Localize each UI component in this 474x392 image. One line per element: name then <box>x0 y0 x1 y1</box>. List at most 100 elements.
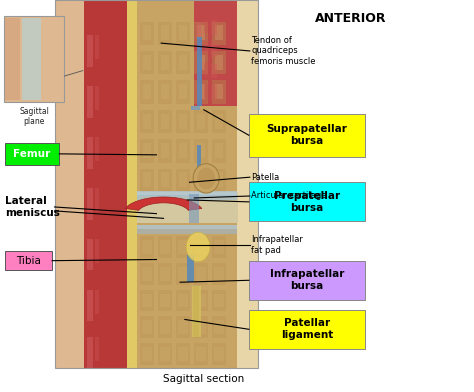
FancyBboxPatch shape <box>212 80 226 104</box>
Ellipse shape <box>193 164 219 193</box>
FancyBboxPatch shape <box>212 236 226 258</box>
FancyBboxPatch shape <box>179 143 187 158</box>
FancyBboxPatch shape <box>158 316 172 338</box>
FancyBboxPatch shape <box>137 225 237 229</box>
FancyBboxPatch shape <box>212 316 226 338</box>
FancyBboxPatch shape <box>5 143 59 165</box>
FancyBboxPatch shape <box>5 251 52 270</box>
FancyBboxPatch shape <box>204 63 208 76</box>
FancyBboxPatch shape <box>140 51 154 74</box>
FancyBboxPatch shape <box>178 320 188 334</box>
FancyBboxPatch shape <box>143 25 151 40</box>
FancyBboxPatch shape <box>140 343 154 365</box>
FancyBboxPatch shape <box>204 20 208 33</box>
FancyBboxPatch shape <box>194 110 208 133</box>
FancyBboxPatch shape <box>158 110 172 133</box>
FancyBboxPatch shape <box>95 188 99 212</box>
FancyBboxPatch shape <box>176 22 190 45</box>
FancyBboxPatch shape <box>95 86 99 110</box>
FancyBboxPatch shape <box>196 267 206 281</box>
FancyBboxPatch shape <box>214 320 224 334</box>
FancyBboxPatch shape <box>176 110 190 133</box>
FancyBboxPatch shape <box>84 0 127 368</box>
Text: Sagittal
plane: Sagittal plane <box>19 107 49 126</box>
FancyBboxPatch shape <box>137 195 237 200</box>
FancyBboxPatch shape <box>214 240 224 254</box>
FancyBboxPatch shape <box>211 42 217 57</box>
FancyBboxPatch shape <box>137 191 237 196</box>
FancyBboxPatch shape <box>192 286 201 337</box>
FancyBboxPatch shape <box>140 22 154 45</box>
FancyBboxPatch shape <box>140 263 154 285</box>
FancyBboxPatch shape <box>140 80 154 104</box>
FancyBboxPatch shape <box>22 18 41 100</box>
FancyBboxPatch shape <box>87 86 93 118</box>
Text: Prepatellar
bursa: Prepatellar bursa <box>274 191 340 213</box>
FancyBboxPatch shape <box>178 240 188 254</box>
FancyBboxPatch shape <box>176 51 190 74</box>
FancyBboxPatch shape <box>140 316 154 338</box>
FancyBboxPatch shape <box>194 290 208 311</box>
FancyBboxPatch shape <box>215 114 223 129</box>
FancyBboxPatch shape <box>237 0 474 368</box>
FancyBboxPatch shape <box>143 114 151 129</box>
FancyBboxPatch shape <box>215 143 223 158</box>
FancyBboxPatch shape <box>87 337 93 368</box>
FancyBboxPatch shape <box>178 347 188 361</box>
FancyBboxPatch shape <box>194 263 208 285</box>
FancyBboxPatch shape <box>158 263 172 285</box>
FancyBboxPatch shape <box>4 16 64 102</box>
FancyBboxPatch shape <box>194 0 237 106</box>
FancyBboxPatch shape <box>212 290 226 311</box>
FancyBboxPatch shape <box>176 343 190 365</box>
Text: Sagittal section: Sagittal section <box>163 374 245 384</box>
FancyBboxPatch shape <box>87 290 93 321</box>
FancyBboxPatch shape <box>179 55 187 70</box>
FancyBboxPatch shape <box>196 320 206 334</box>
FancyBboxPatch shape <box>197 25 205 40</box>
FancyBboxPatch shape <box>197 84 205 99</box>
FancyBboxPatch shape <box>161 114 169 129</box>
FancyBboxPatch shape <box>212 139 226 163</box>
FancyBboxPatch shape <box>187 255 194 282</box>
FancyBboxPatch shape <box>158 169 172 192</box>
Polygon shape <box>125 197 202 211</box>
FancyBboxPatch shape <box>197 65 201 80</box>
FancyBboxPatch shape <box>140 110 154 133</box>
FancyBboxPatch shape <box>249 182 365 221</box>
FancyBboxPatch shape <box>143 55 151 70</box>
FancyBboxPatch shape <box>214 294 224 307</box>
Text: Articular cartilage: Articular cartilage <box>251 192 327 200</box>
FancyBboxPatch shape <box>196 347 206 361</box>
Text: Infrapatellar
bursa: Infrapatellar bursa <box>270 269 344 291</box>
Text: Tibia: Tibia <box>16 256 41 266</box>
FancyBboxPatch shape <box>160 347 170 361</box>
FancyBboxPatch shape <box>160 294 170 307</box>
FancyBboxPatch shape <box>194 51 208 74</box>
FancyBboxPatch shape <box>214 267 224 281</box>
FancyBboxPatch shape <box>95 35 99 59</box>
FancyBboxPatch shape <box>197 172 205 187</box>
FancyBboxPatch shape <box>87 188 93 220</box>
FancyBboxPatch shape <box>249 114 365 157</box>
FancyBboxPatch shape <box>95 337 99 361</box>
FancyBboxPatch shape <box>196 294 206 307</box>
FancyBboxPatch shape <box>142 294 152 307</box>
FancyBboxPatch shape <box>176 316 190 338</box>
FancyBboxPatch shape <box>197 114 205 129</box>
FancyBboxPatch shape <box>95 137 99 161</box>
FancyBboxPatch shape <box>179 25 187 40</box>
FancyBboxPatch shape <box>142 240 152 254</box>
FancyBboxPatch shape <box>143 84 151 99</box>
FancyBboxPatch shape <box>212 110 226 133</box>
FancyBboxPatch shape <box>127 0 137 368</box>
FancyBboxPatch shape <box>158 139 172 163</box>
FancyBboxPatch shape <box>249 261 365 300</box>
FancyBboxPatch shape <box>212 22 226 45</box>
FancyBboxPatch shape <box>194 343 208 365</box>
FancyBboxPatch shape <box>87 35 93 67</box>
FancyBboxPatch shape <box>158 236 172 258</box>
FancyBboxPatch shape <box>137 220 237 368</box>
FancyBboxPatch shape <box>5 18 20 100</box>
FancyBboxPatch shape <box>197 37 202 106</box>
